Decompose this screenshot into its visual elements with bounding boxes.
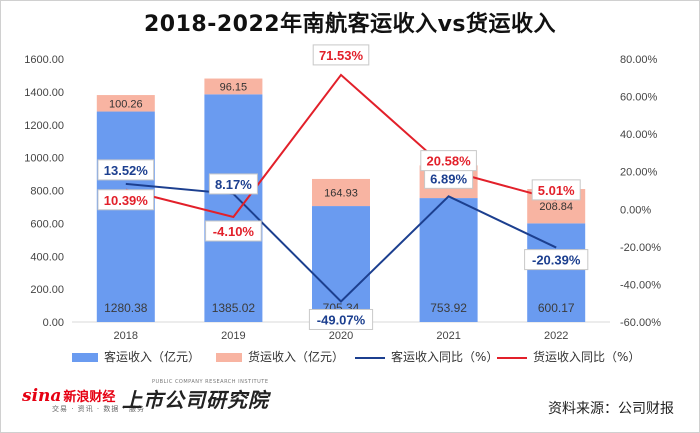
cargo-yoy-label: -4.10% [213,224,255,239]
y-right-tick-label: -40.00% [620,279,661,291]
bar-cargo [204,78,263,95]
bar-passenger [527,223,586,322]
passenger-yoy-callout-box [524,249,589,271]
institute-logo: PUBLIC COMPANY RESEARCH INSTITUTE 上市公司研究… [122,379,269,413]
bar-passenger [96,111,155,322]
x-tick-label: 2021 [436,330,460,342]
cargo-yoy-label: 71.53% [319,48,364,63]
y-right-tick-label: -60.00% [620,317,661,329]
y-left-tick-label: 1600.00 [24,54,64,66]
line-passenger-yoy [125,182,557,303]
y-left-tick-label: 800.00 [30,186,64,198]
x-tick-label: 2019 [221,330,245,342]
y-left-tick-label: 600.00 [30,218,64,230]
passenger-yoy-callout-box [97,159,155,181]
y-left-tick-label: 1200.00 [24,120,64,132]
passenger-yoy-label: 13.52% [104,163,149,178]
bar-cargo [96,95,155,112]
legend-swatch-passenger [72,353,98,362]
passenger-yoy-callout-box [208,173,258,195]
legend-swatch-cargo [216,353,242,362]
line-cargo-yoy [125,73,557,219]
passenger-yoy-label: -20.39% [532,253,581,268]
passenger-yoy-label: 8.17% [215,177,252,192]
bar-cargo [312,178,370,207]
bar-cargo-label: 208.84 [539,201,573,213]
chart-title: 2018-2022年南航客运收入vs货运收入 [143,12,557,37]
cargo-yoy-callout-box [420,150,477,172]
legend-line-cargo-yoy [497,356,527,359]
sina-brand-text: sina [22,386,62,406]
y-right-tick-label: -20.00% [620,242,661,254]
passenger-yoy-label: 6.89% [430,171,467,186]
cargo-yoy-callout-box [531,179,581,201]
cargo-yoy-callout-box [205,220,262,242]
y-left-tick-label: 1000.00 [24,153,64,165]
y-left-tick-label: 1400.00 [24,87,64,99]
source-note: 资料来源：公司财报 [548,401,674,417]
legend-label-cargo-yoy: 货运收入同比（%） [533,350,641,364]
legend-line-passenger-yoy [355,356,385,359]
legend-item-passenger: 客运收入（亿元） [72,348,200,365]
institute-name-text: 上市公司研究院 [122,388,269,412]
sina-name-text: 新浪财经 [63,390,116,405]
legend-label-passenger-yoy: 客运收入同比（%） [391,350,499,364]
x-tick-label: 2022 [544,330,568,342]
y-right-tick-label: 40.00% [620,129,658,141]
y-right-tick-label: 0.00% [620,204,651,216]
bar-cargo-label: 164.93 [324,188,358,200]
chart-legend: 客运收入（亿元） 货运收入（亿元） 客运收入同比（%） 货运收入同比（%） [0,348,700,368]
footer: sina 新浪财经 交易 · 资讯 · 数据 · 服务 PUBLIC COMPAN… [0,379,700,424]
bar-passenger [419,198,478,322]
bar-passenger-label: 753.92 [430,301,467,315]
y-right-tick-label: 60.00% [620,92,658,104]
legend-item-cargo-yoy: 货运收入同比（%） [497,348,640,365]
cargo-yoy-callout-box [312,44,370,66]
x-tick-label: 2020 [329,330,353,342]
legend-item-cargo: 货运收入（亿元） [216,348,344,365]
bar-passenger [204,94,263,322]
sina-finance-logo: sina 新浪财经 交易 · 资讯 · 数据 · 服务 [22,386,145,414]
combo-chart: 0.00 200.00 400.00 600.00 800.00 1000.00 1200.… [24,44,661,342]
y-right-tick-label: 20.00% [620,167,658,179]
cargo-yoy-label: 10.39% [104,193,149,208]
institute-en-text: PUBLIC COMPANY RESEARCH INSTITUTE [152,379,269,385]
y-right-tick-label: 80.00% [620,54,658,66]
passenger-yoy-callout-box [308,308,374,330]
y-left-tick-label: 0.00 [43,317,64,329]
bar-passenger-label: 1280.38 [104,301,148,315]
x-tick-label: 2018 [114,330,138,342]
cargo-yoy-callout-box [97,189,155,211]
bar-passenger-label: 1385.02 [212,301,256,315]
bar-cargo-label: 96.15 [220,81,248,93]
legend-item-passenger-yoy: 客运收入同比（%） [355,348,498,365]
cargo-yoy-label: 5.01% [538,183,575,198]
legend-label-passenger: 客运收入（亿元） [104,350,201,364]
bar-passenger-label: 600.17 [538,301,575,315]
passenger-yoy-label: -49.07% [317,312,366,327]
legend-label-cargo: 货运收入（亿元） [248,350,345,364]
sina-subtitle: 交易 · 资讯 · 数据 · 服务 [52,405,146,413]
y-left-tick-label: 200.00 [30,284,64,296]
bar-cargo-label: 100.26 [109,98,143,110]
y-left-tick-label: 400.00 [30,251,64,263]
cargo-yoy-label: 20.58% [427,154,472,169]
